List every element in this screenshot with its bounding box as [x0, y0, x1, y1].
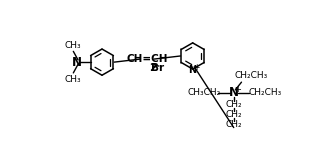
Text: CH₂: CH₂: [225, 120, 242, 129]
Text: CH₂CH₃: CH₂CH₃: [248, 88, 281, 97]
Text: +: +: [193, 63, 200, 72]
Text: Br: Br: [151, 63, 164, 73]
Text: CH₂: CH₂: [225, 110, 242, 119]
Text: CH₃: CH₃: [64, 75, 81, 84]
Text: N: N: [188, 65, 197, 75]
Text: N: N: [72, 56, 82, 69]
Text: CH₂: CH₂: [225, 100, 242, 109]
Text: CH₂CH₃: CH₂CH₃: [234, 71, 268, 81]
Text: CH₃CH₂: CH₃CH₂: [188, 88, 221, 97]
Text: +: +: [234, 85, 241, 94]
Text: 2: 2: [149, 63, 156, 73]
Text: N: N: [229, 86, 239, 99]
Text: CH=CH: CH=CH: [127, 54, 168, 64]
Text: CH₃: CH₃: [64, 41, 81, 50]
